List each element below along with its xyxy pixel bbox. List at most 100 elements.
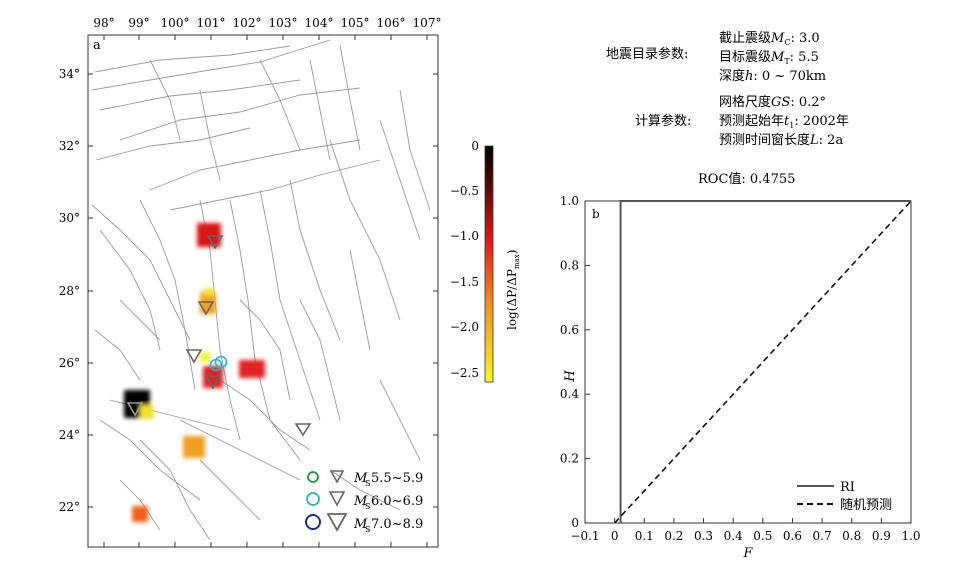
lat-tick: 32°	[59, 139, 80, 153]
y-tick-label: 1.0	[560, 194, 579, 208]
magnitude-legend: M S 5.5~5.9 M S 6.0~6.9 M S 7.0~8.9	[305, 470, 423, 534]
lon-tick: 101°	[197, 16, 226, 30]
series-line-random	[614, 200, 912, 524]
triangle-marker	[204, 375, 222, 390]
param-value: : 5.5	[790, 50, 819, 65]
y-tick-label: 0.6	[560, 323, 579, 337]
lon-tick: 106°	[377, 16, 406, 30]
x-tick-label: 0.7	[813, 529, 832, 543]
y-tick-label: 0	[571, 516, 579, 530]
param-subscript: 1	[789, 121, 794, 130]
heat-cell	[140, 405, 154, 419]
catalog-item-1: 目标震级MT: 5.5	[719, 50, 819, 66]
earthquake-markers	[126, 235, 312, 437]
roc-series	[614, 200, 912, 524]
svg-text:网格尺度GS: 0.2°: 网格尺度GS: 0.2°	[719, 94, 826, 110]
catalog-item-0: 截止震级MC: 3.0	[719, 31, 820, 47]
param-value: : 2002年	[794, 114, 849, 129]
roc-x-axis-label: F	[742, 546, 753, 561]
heat-cell	[200, 352, 210, 362]
svg-text:log(ΔP/ΔPmax): log(ΔP/ΔPmax)	[505, 250, 521, 330]
triangle-marker	[126, 402, 144, 417]
svg-text:预测起始年t1: 2002年: 预测起始年t1: 2002年	[719, 114, 849, 130]
catalog-params-title: 地震目录参数:	[606, 46, 688, 62]
param-label: 目标震级	[719, 50, 771, 65]
heat-cell	[200, 292, 216, 314]
calc-item-2: 预测时间窗长度L: 2a	[719, 132, 843, 148]
roc-y-ticks: 0 0.2 0.4 0.6 0.8 1.0	[560, 194, 590, 530]
param-value: : 2a	[819, 133, 844, 148]
x-tick-label: 0.1	[635, 529, 654, 543]
legend-circle	[307, 471, 319, 483]
x-tick-label: 0.8	[842, 529, 861, 543]
param-symbol: t	[784, 114, 790, 129]
roc-x-ticks: −0.1 0 0.1 0.2 0.3 0.4 0.5 0.6 0.7 0.8 0.9 1.0	[570, 518, 921, 543]
calc-params-title: 计算参数:	[635, 113, 691, 129]
x-tick-label: 0.2	[664, 529, 683, 543]
legend-triangle	[329, 470, 345, 484]
triangle-marker	[206, 235, 224, 250]
x-tick-label: 1.0	[901, 529, 920, 543]
calc-item-0: 网格尺度GS: 0.2°	[719, 94, 826, 110]
legend-row-ms55: M S 5.5~5.9	[307, 470, 423, 488]
legend-range: 7.0~8.9	[371, 517, 423, 532]
legend-row-ms70: M S 7.0~8.9	[305, 513, 423, 534]
lat-tick: 30°	[59, 211, 80, 225]
lon-tick: 105°	[341, 16, 370, 30]
colorbar-gradient	[484, 145, 494, 383]
param-value: : 3.0	[790, 31, 819, 46]
catalog-item-2: 深度h: 0 ~ 70km	[719, 68, 826, 84]
lat-tick: 28°	[59, 284, 80, 298]
lon-tick: 103°	[269, 16, 298, 30]
x-tick-label: −0.1	[570, 529, 599, 543]
triangle-marker	[294, 423, 312, 437]
lon-tick-labels: 98° 99° 100° 101° 102° 103° 104° 105° 10…	[93, 16, 441, 30]
lat-tick: 34°	[59, 67, 80, 81]
panel-a-label: a	[93, 38, 101, 53]
colorbar-tick: −2.0	[450, 320, 479, 334]
y-tick-label: 0.4	[560, 387, 579, 401]
heat-cell	[239, 360, 265, 378]
param-subscript: T	[784, 57, 790, 66]
x-tick-label: 0.4	[724, 529, 743, 543]
param-symbol: M	[770, 31, 785, 46]
x-tick-label: 0	[611, 529, 619, 543]
param-symbol: h	[745, 69, 753, 84]
colorbar: 0 −0.5 −1.0 −1.5 −2.0 −2.5 log(ΔP/ΔPmax)	[450, 139, 521, 383]
colorbar-tick: −1.0	[450, 229, 479, 243]
param-symbol: GS	[771, 95, 790, 110]
colorbar-title-sub: max	[513, 254, 521, 269]
lon-tick-marks	[88, 35, 438, 547]
param-label: 截止震级	[719, 31, 771, 46]
roc-value: ROC值: 0.4755	[698, 171, 795, 187]
legend-range: 5.5~5.9	[371, 471, 423, 486]
parameters-block: 地震目录参数: 截止震级MC: 3.0 目标震级MT: 5.5 深度h: 0 ~…	[606, 31, 849, 187]
legend-symbol: M	[353, 494, 368, 509]
fault-lines	[91, 39, 431, 541]
lon-tick: 99°	[128, 16, 149, 30]
svg-text:目标震级MT: 5.5: 目标震级MT: 5.5	[719, 50, 819, 66]
svg-text:深度h: 0 ~ 70km: 深度h: 0 ~ 70km	[719, 68, 826, 84]
legend-triangle	[326, 513, 348, 532]
legend-circle	[306, 492, 320, 506]
param-symbol: M	[770, 50, 785, 65]
svg-text:截止震级MC: 3.0: 截止震级MC: 3.0	[719, 31, 820, 47]
heat-cell	[204, 288, 214, 296]
y-tick-label: 0.8	[560, 258, 579, 272]
legend-subscript: S	[365, 502, 370, 511]
param-value: : 0.2°	[790, 95, 826, 110]
legend-label-ri: RI	[840, 480, 855, 495]
param-value: : 0 ~ 70km	[753, 69, 826, 84]
colorbar-title: log(ΔP/ΔPmax)	[505, 250, 521, 330]
triangle-marker	[185, 349, 203, 364]
lat-tick: 26°	[59, 356, 80, 370]
colorbar-tick: −0.5	[450, 184, 479, 198]
calc-item-1: 预测起始年t1: 2002年	[719, 114, 849, 130]
roc-chart: b −0.1 0 0.1 0.2 0.3 0.4 0.5 0.6 0.7 0.8 0.9 1.0 00…	[560, 194, 921, 561]
heat-cell	[203, 366, 223, 388]
x-tick-label: 0.6	[783, 529, 802, 543]
legend-symbol: M	[353, 471, 368, 486]
y-tick-label: 0.2	[560, 452, 579, 466]
